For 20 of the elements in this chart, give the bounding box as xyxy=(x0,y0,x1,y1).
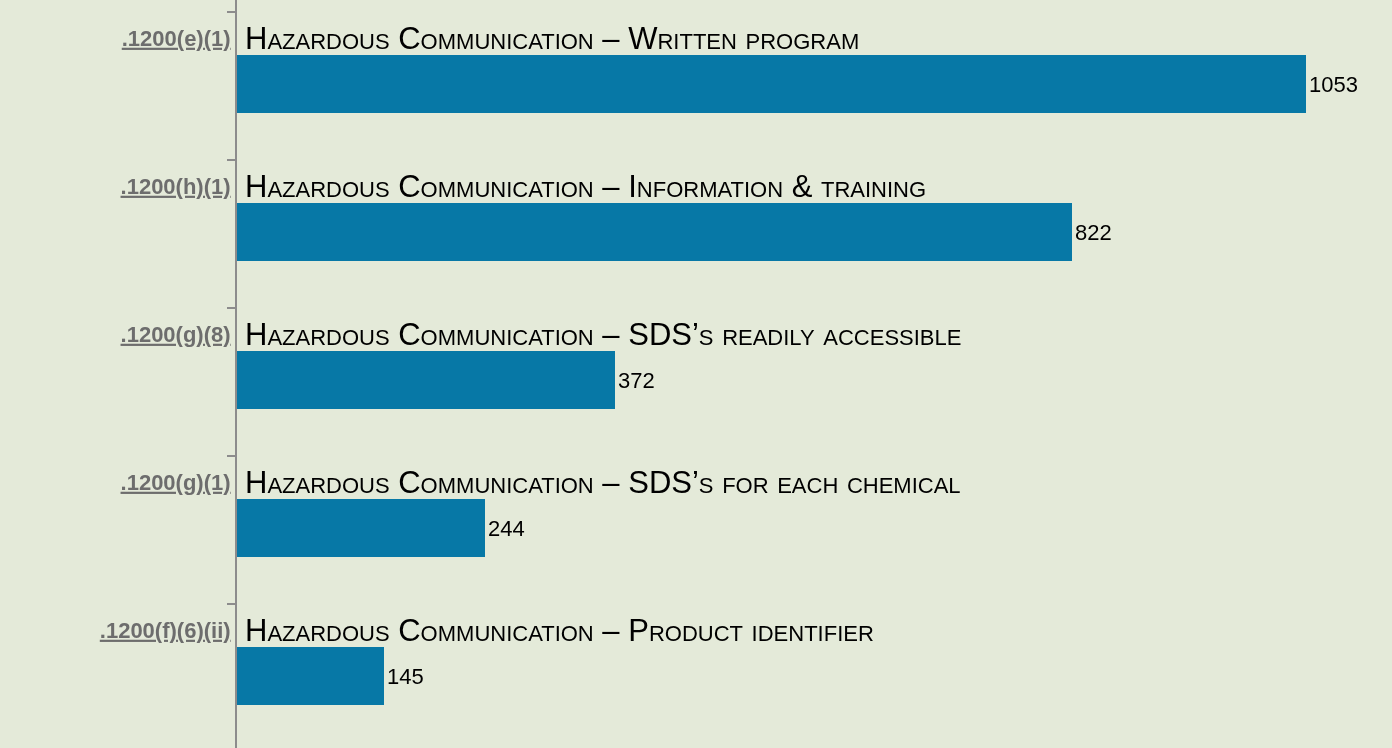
y-tick-label: .1200(g)(1) xyxy=(120,469,231,495)
annotation: Hazardous Communication – Written program xyxy=(245,21,860,56)
bar xyxy=(237,203,1072,261)
y-tick-label: .1200(f)(6)(ii) xyxy=(99,617,231,643)
annotation: Hazardous Communication – Product identifier xyxy=(245,613,874,648)
y-tick-label: .1200(h)(1) xyxy=(120,173,231,199)
data-label: 372 xyxy=(618,367,655,393)
bar xyxy=(237,499,485,557)
data-label: 244 xyxy=(488,515,525,541)
annotation: Hazardous Communication – SDS’s readily accessible xyxy=(245,317,962,352)
y-tick-label: .1200(g)(8) xyxy=(120,321,231,347)
data-label: 822 xyxy=(1075,219,1112,245)
data-label: 1053 xyxy=(1309,71,1358,97)
annotation: Hazardous Communication – SDS’s for each chemical xyxy=(245,465,961,500)
bar xyxy=(237,647,384,705)
data-label: 145 xyxy=(387,663,424,689)
annotation: Hazardous Communication – Information & training xyxy=(245,169,927,204)
bar xyxy=(237,55,1306,113)
y-tick-label: .1200(e)(1) xyxy=(121,25,231,51)
bar xyxy=(237,351,615,409)
